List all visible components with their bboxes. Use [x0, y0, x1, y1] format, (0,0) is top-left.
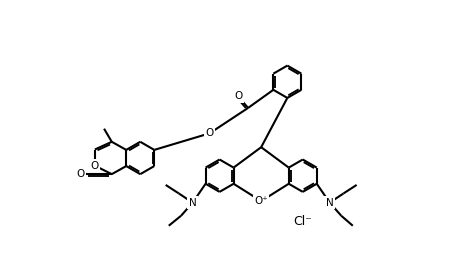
Text: O: O — [91, 161, 99, 171]
Text: Cl⁻: Cl⁻ — [293, 216, 312, 229]
Text: N: N — [326, 198, 334, 208]
Text: O: O — [235, 91, 243, 101]
Text: O: O — [77, 169, 85, 179]
Text: N: N — [189, 198, 197, 208]
Text: O⁺: O⁺ — [254, 196, 268, 206]
Text: O: O — [206, 128, 214, 138]
